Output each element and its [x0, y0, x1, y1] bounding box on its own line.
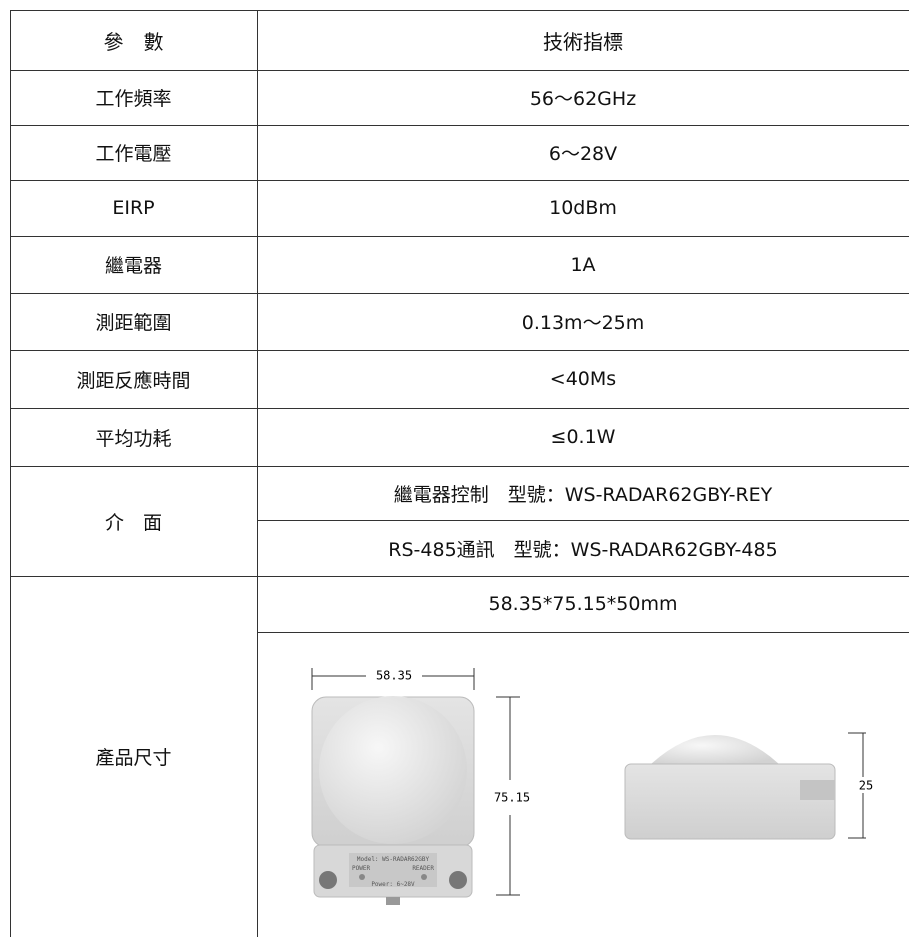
- row-border: [10, 236, 909, 237]
- power-range: Power: 6~28V: [371, 881, 415, 888]
- height-dim: 75.15: [494, 791, 530, 805]
- param-cell: 工作電壓: [95, 143, 172, 165]
- row-border: [10, 408, 909, 409]
- width-dim: 58.35: [376, 669, 412, 683]
- header-spec: 技術指標: [543, 29, 623, 54]
- row-border: [10, 125, 909, 126]
- row-border: [10, 10, 909, 11]
- column-border: [257, 10, 258, 937]
- param-cell: 介 面: [104, 511, 162, 534]
- column-border: [10, 10, 11, 937]
- param-cell: 工作頻率: [95, 88, 172, 110]
- row-border: [257, 520, 909, 521]
- value-cell: 0.13m～25m: [521, 312, 645, 334]
- row-border: [10, 293, 909, 294]
- power-label: POWER: [352, 865, 370, 872]
- row-border: [10, 70, 909, 71]
- reader-label: READER: [412, 865, 434, 872]
- param-cell: 測距範圍: [95, 312, 172, 334]
- value-cell: 56～62GHz: [529, 88, 637, 110]
- row-border: [10, 576, 909, 577]
- side-view: 25: [624, 732, 875, 840]
- param-cell: 繼電器: [104, 255, 162, 277]
- header-param: 參 數: [103, 29, 164, 54]
- value-cell: 6～28V: [548, 143, 618, 165]
- row-border: [257, 632, 909, 633]
- value-cell: 1A: [570, 253, 596, 276]
- param-cell: EIRP: [112, 197, 155, 219]
- param-cell: 平均功耗: [95, 427, 172, 450]
- depth-dim: 25: [859, 779, 873, 793]
- row-border: [10, 180, 909, 181]
- front-view: Model: WS-RADAR62GBY POWER READER Power:…: [311, 668, 530, 905]
- param-cell: 測距反應時間: [76, 369, 191, 392]
- value-cell: <40Ms: [549, 368, 617, 390]
- model-label: Model: WS-RADAR62GBY: [357, 856, 430, 863]
- value-cell: 10dBm: [549, 197, 617, 219]
- value-cell: RS-485通訊 型號：WS-RADAR62GBY-485: [388, 538, 778, 561]
- value-cell: ≤0.1W: [550, 426, 616, 448]
- row-border: [10, 350, 909, 351]
- value-cell: 58.35*75.15*50mm: [488, 593, 678, 615]
- row-border: [10, 466, 909, 467]
- param-cell: 產品尺寸: [95, 747, 172, 769]
- value-cell: 繼電器控制 型號：WS-RADAR62GBY-REY: [393, 483, 773, 506]
